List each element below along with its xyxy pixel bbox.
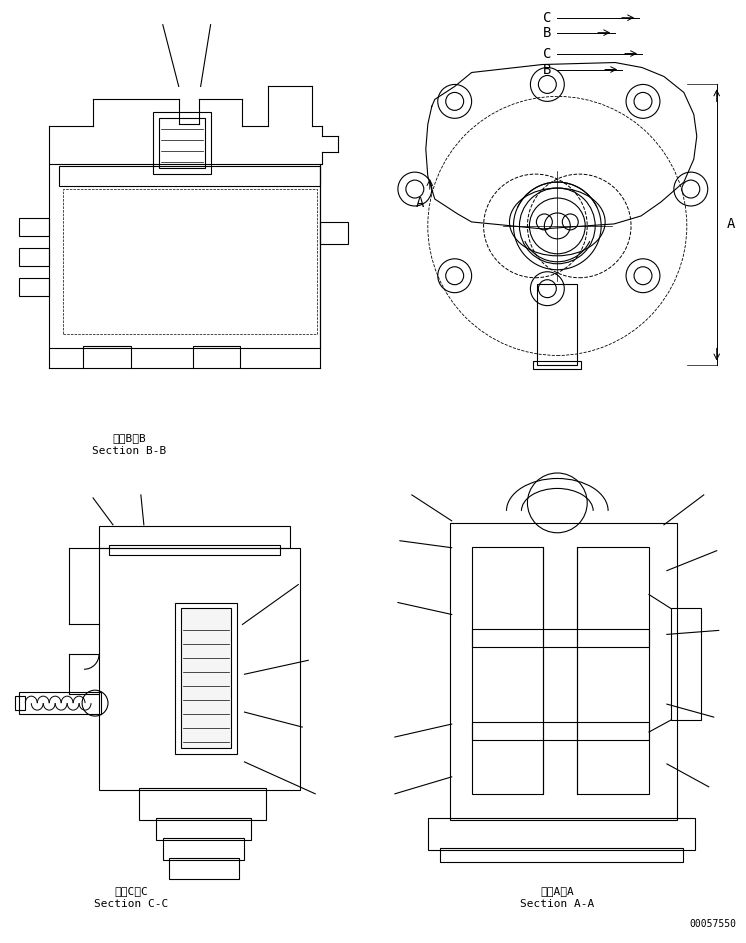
Bar [99, 548, 301, 790]
Bar [153, 112, 210, 174]
Bar [320, 222, 348, 244]
Text: Section B-B: Section B-B [92, 446, 166, 456]
Bar [163, 837, 245, 860]
Text: A: A [416, 196, 424, 210]
Bar [109, 545, 280, 554]
Bar [19, 218, 49, 236]
Bar [169, 857, 239, 880]
Text: 断面C－C: 断面C－C [114, 886, 148, 897]
Bar [19, 692, 101, 714]
Text: 断面A－A: 断面A－A [540, 886, 574, 897]
Bar [181, 608, 231, 748]
Bar [156, 818, 251, 839]
Bar [533, 361, 581, 370]
Bar [139, 787, 266, 819]
Bar [439, 848, 683, 862]
Text: C: C [543, 10, 551, 25]
Text: Section A-A: Section A-A [520, 900, 595, 909]
Text: B: B [543, 25, 551, 40]
Bar [63, 189, 317, 334]
Bar [577, 547, 649, 794]
Bar [671, 608, 700, 720]
Bar [471, 722, 649, 740]
Bar [471, 547, 543, 794]
Bar [99, 526, 290, 548]
Bar [175, 603, 236, 754]
Bar [19, 278, 49, 296]
Text: C: C [543, 46, 551, 60]
Text: Section C-C: Section C-C [94, 900, 168, 909]
Bar [192, 346, 240, 369]
Bar [83, 346, 131, 369]
Text: 断面B－B: 断面B－B [112, 433, 145, 443]
Bar [159, 118, 204, 168]
Text: 00057550: 00057550 [689, 919, 736, 929]
Bar [59, 166, 320, 186]
Text: A: A [727, 217, 735, 231]
Bar [49, 164, 320, 349]
Bar [537, 284, 577, 365]
Text: B: B [543, 62, 551, 76]
Bar [427, 818, 695, 850]
Bar [19, 248, 49, 266]
Bar [471, 629, 649, 647]
Bar [450, 522, 677, 819]
Bar [16, 696, 25, 710]
